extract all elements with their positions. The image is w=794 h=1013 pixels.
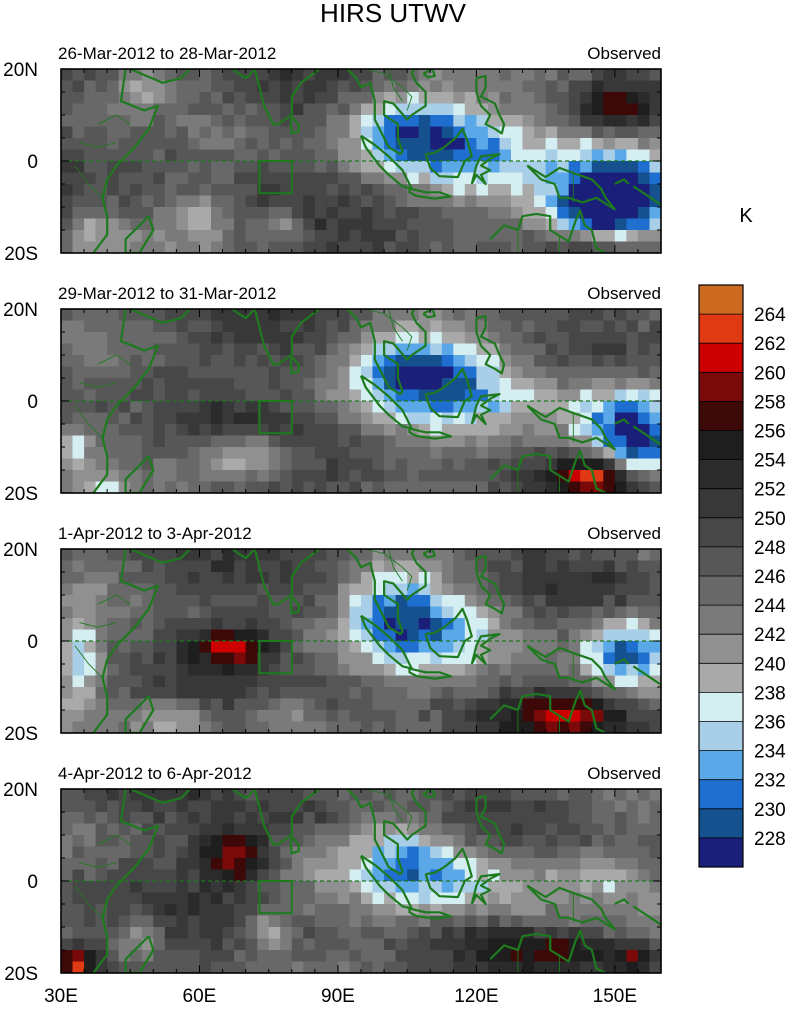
panel-date-label: 26-Mar-2012 to 28-Mar-2012 bbox=[58, 44, 276, 63]
colorbar-label: 258 bbox=[754, 392, 786, 413]
y-tick-label: 20S bbox=[4, 244, 38, 265]
colorbar-swatch bbox=[699, 546, 743, 577]
colorbar-swatch bbox=[699, 459, 743, 490]
map-panel-3: 20N 0 20S 1-Apr-2012 to 3-Apr-2012 Observed bbox=[3, 524, 662, 745]
colorbar-label: 242 bbox=[754, 625, 786, 646]
colorbar-swatch bbox=[699, 634, 743, 664]
colorbar-label: 244 bbox=[754, 596, 786, 617]
colorbar-label: 260 bbox=[754, 363, 786, 384]
colorbar-swatch bbox=[699, 837, 743, 868]
y-tick-label: 20S bbox=[4, 964, 38, 985]
country-borders bbox=[74, 309, 574, 493]
colorbar-label: 256 bbox=[754, 422, 786, 443]
colorbar-unit: K bbox=[739, 205, 753, 227]
colorbar-swatch bbox=[699, 401, 743, 431]
colorbar-swatch bbox=[699, 605, 743, 635]
colorbar: 264 262 260 258 256 254 252 250 248 246 244 242 240 2… bbox=[698, 205, 786, 868]
colorbar-swatch bbox=[699, 663, 743, 693]
colorbar-label: 254 bbox=[754, 451, 786, 472]
study-region-box bbox=[258, 640, 293, 675]
colorbar-label: 238 bbox=[754, 683, 786, 704]
colorbar-swatch bbox=[699, 808, 743, 839]
colorbar-swatch bbox=[699, 314, 743, 344]
country-borders bbox=[74, 69, 574, 253]
colorbar-swatch bbox=[699, 721, 743, 751]
x-tick-label: 30E bbox=[44, 986, 78, 1007]
country-borders bbox=[74, 789, 574, 973]
colorbar-label: 240 bbox=[754, 654, 786, 675]
colorbar-swatch bbox=[699, 692, 743, 722]
y-tick-label: 20N bbox=[3, 300, 38, 321]
figure-title: HIRS UTWV bbox=[320, 0, 467, 28]
study-region-box bbox=[258, 880, 293, 915]
colorbar-label: 234 bbox=[754, 742, 786, 763]
colorbar-label: 248 bbox=[754, 538, 786, 559]
x-tick-label: 90E bbox=[321, 986, 355, 1007]
colorbar-swatch bbox=[699, 488, 743, 519]
colorbar-label: 252 bbox=[754, 480, 786, 501]
coastlines bbox=[92, 309, 661, 493]
study-region-box bbox=[258, 400, 293, 435]
colorbar-swatch bbox=[699, 285, 743, 315]
coastlines bbox=[92, 549, 661, 733]
contour-field bbox=[61, 69, 661, 253]
colorbar-label: 236 bbox=[754, 713, 786, 734]
colorbar-swatch bbox=[699, 779, 743, 810]
colorbar-label: 228 bbox=[754, 829, 786, 850]
y-tick-label: 0 bbox=[27, 872, 38, 893]
y-tick-label: 20S bbox=[4, 484, 38, 505]
y-tick-label: 20S bbox=[4, 724, 38, 745]
x-tick-label: 120E bbox=[454, 986, 498, 1007]
panel-date-label: 4-Apr-2012 to 6-Apr-2012 bbox=[58, 764, 252, 783]
y-tick-label: 0 bbox=[27, 632, 38, 653]
colorbar-label: 246 bbox=[754, 567, 786, 588]
map-panel-2: 20N 0 20S 29-Mar-2012 to 31-Mar-2012 Observe… bbox=[3, 284, 662, 505]
map-panel-1: 20N 0 20S 26-Mar-2012 to 28-Mar-2012 Observe… bbox=[3, 44, 662, 265]
panel-date-label: 1-Apr-2012 to 3-Apr-2012 bbox=[58, 524, 252, 543]
y-tick-label: 20N bbox=[3, 780, 38, 801]
panel-date-label: 29-Mar-2012 to 31-Mar-2012 bbox=[58, 284, 276, 303]
y-tick-label: 20N bbox=[3, 540, 38, 561]
x-tick-label: 60E bbox=[183, 986, 217, 1007]
colorbar-swatch bbox=[699, 517, 743, 548]
x-tick-label: 150E bbox=[593, 986, 637, 1007]
colorbar-swatch bbox=[699, 343, 743, 373]
panel-source-label: Observed bbox=[587, 44, 661, 63]
colorbar-swatch bbox=[699, 430, 743, 460]
panel-source-label: Observed bbox=[587, 524, 661, 543]
y-tick-label: 20N bbox=[3, 60, 38, 81]
colorbar-swatch bbox=[699, 372, 743, 402]
panel-source-label: Observed bbox=[587, 764, 661, 783]
y-tick-label: 0 bbox=[27, 392, 38, 413]
panel-source-label: Observed bbox=[587, 284, 661, 303]
map-panel-4: 20N 0 20S 4-Apr-2012 to 6-Apr-2012 Observed bbox=[3, 764, 662, 985]
study-region-box bbox=[258, 160, 293, 195]
country-borders bbox=[74, 549, 574, 733]
colorbar-label: 262 bbox=[754, 334, 786, 355]
y-tick-label: 0 bbox=[27, 152, 38, 173]
coastlines bbox=[92, 789, 661, 973]
colorbar-swatch bbox=[699, 576, 743, 606]
colorbar-label: 232 bbox=[754, 771, 786, 792]
colorbar-label: 264 bbox=[754, 305, 786, 326]
colorbar-label: 250 bbox=[754, 509, 786, 530]
colorbar-label: 230 bbox=[754, 800, 786, 821]
colorbar-swatch bbox=[699, 750, 743, 781]
